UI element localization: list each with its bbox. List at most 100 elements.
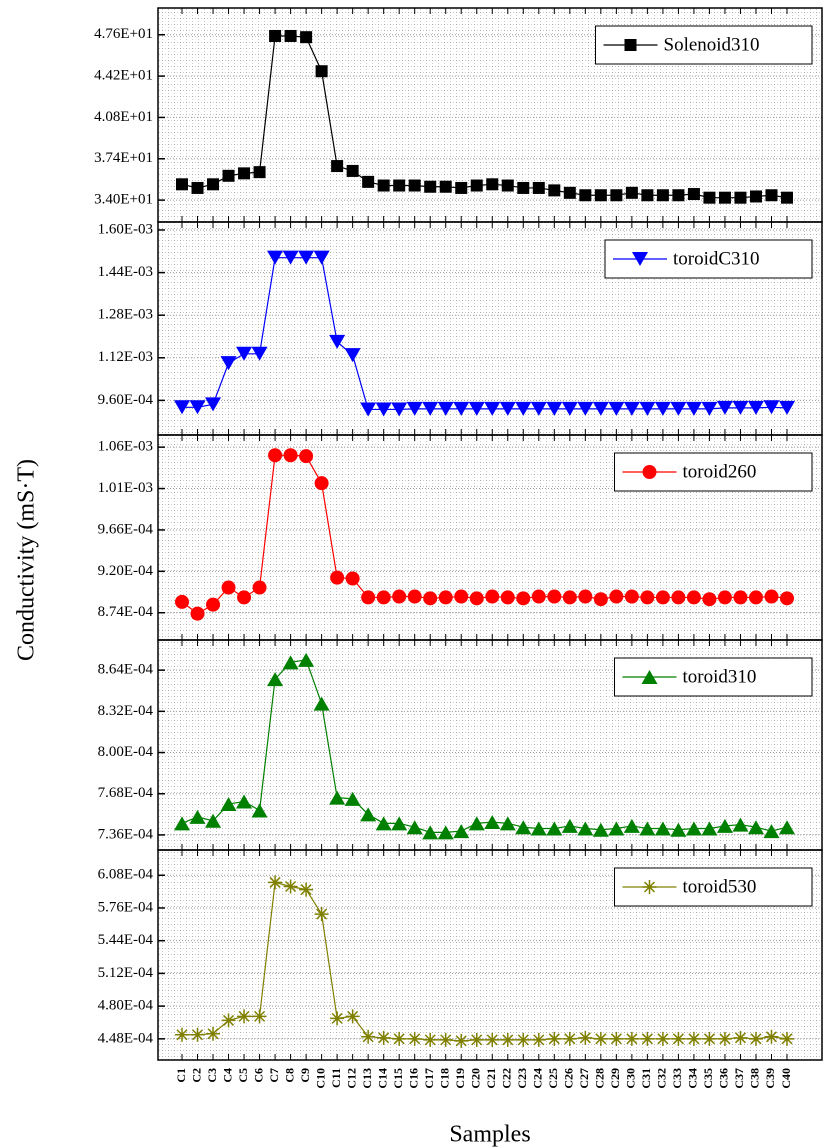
- marker: [592, 822, 609, 837]
- marker: [578, 1030, 593, 1045]
- marker: [484, 401, 501, 416]
- y-tick-label: 1.12E-03: [98, 349, 153, 365]
- marker: [717, 590, 732, 605]
- marker: [453, 824, 470, 839]
- y-tick-label: 9.66E-04: [98, 521, 154, 537]
- marker: [221, 580, 236, 595]
- x-tick-label: C14: [375, 1068, 389, 1089]
- x-tick-label: C4: [220, 1068, 234, 1083]
- y-tick-label: 8.32E-04: [98, 703, 154, 719]
- marker: [300, 31, 313, 44]
- marker: [500, 1032, 515, 1047]
- marker: [330, 570, 345, 585]
- marker: [175, 594, 189, 609]
- marker: [330, 1011, 345, 1026]
- marker: [376, 1030, 391, 1045]
- marker: [468, 401, 485, 416]
- marker: [733, 590, 748, 605]
- x-tick-label: C39: [763, 1068, 777, 1089]
- x-tick-label: C31: [639, 1068, 653, 1089]
- series-line: [182, 257, 788, 411]
- marker: [220, 356, 237, 371]
- marker: [345, 571, 360, 586]
- legend-label: Solenoid310: [664, 34, 760, 55]
- marker: [632, 252, 648, 266]
- y-tick-label: 9.60E-04: [98, 392, 154, 408]
- x-tick-label: C8: [282, 1068, 296, 1083]
- marker: [346, 164, 359, 177]
- marker: [515, 820, 532, 835]
- y-tick-label: 4.48E-04: [98, 1030, 154, 1046]
- marker: [267, 672, 284, 687]
- marker: [717, 1031, 732, 1046]
- marker: [314, 907, 329, 922]
- y-axis-label: Conductivity (mS·T): [14, 459, 40, 661]
- x-tick-label: C37: [732, 1068, 746, 1089]
- marker: [454, 589, 469, 604]
- marker: [455, 181, 468, 194]
- marker: [624, 1031, 639, 1046]
- marker: [360, 402, 377, 417]
- legend-label: toroidC310: [673, 248, 760, 269]
- marker: [375, 402, 392, 417]
- marker: [500, 590, 515, 605]
- x-tick-label: C12: [344, 1068, 358, 1089]
- marker: [392, 589, 407, 604]
- marker: [423, 591, 438, 606]
- marker: [592, 401, 609, 416]
- marker: [623, 401, 640, 416]
- marker: [577, 821, 594, 836]
- marker: [313, 696, 330, 711]
- marker: [221, 1013, 236, 1028]
- legend-label: toroid260: [683, 461, 757, 482]
- marker: [655, 590, 670, 605]
- marker: [532, 181, 545, 194]
- marker: [252, 1009, 267, 1024]
- marker: [282, 655, 299, 670]
- marker: [298, 652, 315, 667]
- marker: [437, 825, 454, 840]
- marker: [407, 589, 422, 604]
- series-line: [181, 454, 788, 615]
- x-tick-label: C32: [655, 1068, 669, 1089]
- marker: [732, 400, 749, 415]
- marker: [329, 790, 346, 805]
- x-tick-label: C29: [608, 1068, 622, 1089]
- marker: [530, 821, 547, 836]
- marker: [608, 821, 625, 836]
- marker: [377, 179, 390, 192]
- marker: [174, 400, 190, 415]
- marker: [375, 816, 392, 831]
- marker: [716, 400, 733, 415]
- x-tick-label: C11: [329, 1068, 343, 1088]
- x-tick-label: C17: [422, 1068, 436, 1089]
- marker: [206, 597, 221, 612]
- series-line: [181, 659, 788, 833]
- marker: [686, 590, 701, 605]
- marker: [283, 448, 298, 463]
- marker: [655, 1031, 670, 1046]
- marker: [703, 191, 716, 204]
- marker: [486, 178, 499, 191]
- y-tick-label: 6.08E-04: [98, 867, 154, 883]
- marker: [361, 1029, 376, 1044]
- marker: [253, 166, 266, 179]
- marker: [407, 1031, 422, 1046]
- marker: [406, 401, 423, 416]
- marker: [236, 346, 253, 361]
- marker: [625, 186, 638, 199]
- marker: [175, 1027, 189, 1042]
- marker: [548, 184, 561, 197]
- y-tick-label: 5.76E-04: [98, 899, 154, 915]
- marker: [501, 179, 514, 192]
- marker: [579, 189, 592, 202]
- marker: [391, 816, 408, 831]
- marker: [205, 813, 222, 828]
- marker: [251, 803, 268, 818]
- y-tick-label: 4.80E-04: [98, 998, 154, 1014]
- marker: [747, 820, 764, 835]
- y-tick-label: 7.68E-04: [98, 785, 154, 801]
- y-tick-label: 8.74E-04: [98, 604, 154, 620]
- x-tick-label: C19: [453, 1068, 467, 1089]
